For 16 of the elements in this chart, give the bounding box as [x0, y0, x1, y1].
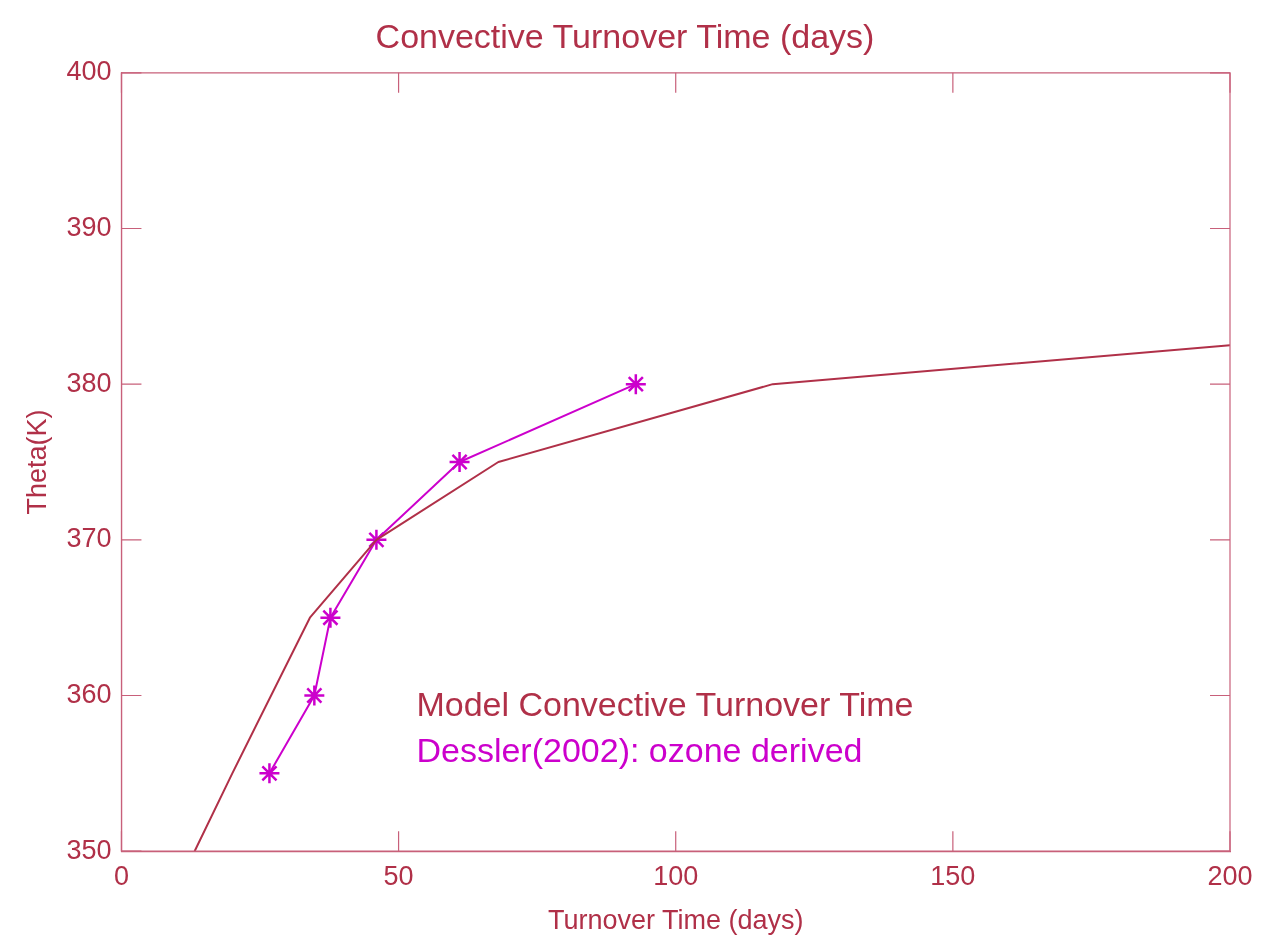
- chart-title: Convective Turnover Time (days): [375, 16, 875, 55]
- y-tick-label: 380: [66, 367, 112, 398]
- x-tick-label: 100: [653, 860, 699, 891]
- text: Model Convective Turnover Time: [416, 684, 914, 723]
- y-tick-label: 360: [66, 678, 112, 709]
- x-tick-label: 150: [930, 860, 976, 891]
- x-tick-label: 200: [1207, 860, 1253, 891]
- x-tick-label: 0: [113, 860, 129, 891]
- y-tick-label: 370: [66, 523, 112, 554]
- y-tick-label: 390: [66, 211, 112, 242]
- x-tick-label: 50: [383, 860, 414, 891]
- y-axis-title: Theta(K): [21, 409, 52, 515]
- y-tick-label: 400: [66, 56, 112, 87]
- x-axis-title: Turnover Time (days): [547, 905, 804, 936]
- text: Dessler(2002): ozone derived: [416, 730, 863, 769]
- y-tick-label: 350: [66, 834, 112, 865]
